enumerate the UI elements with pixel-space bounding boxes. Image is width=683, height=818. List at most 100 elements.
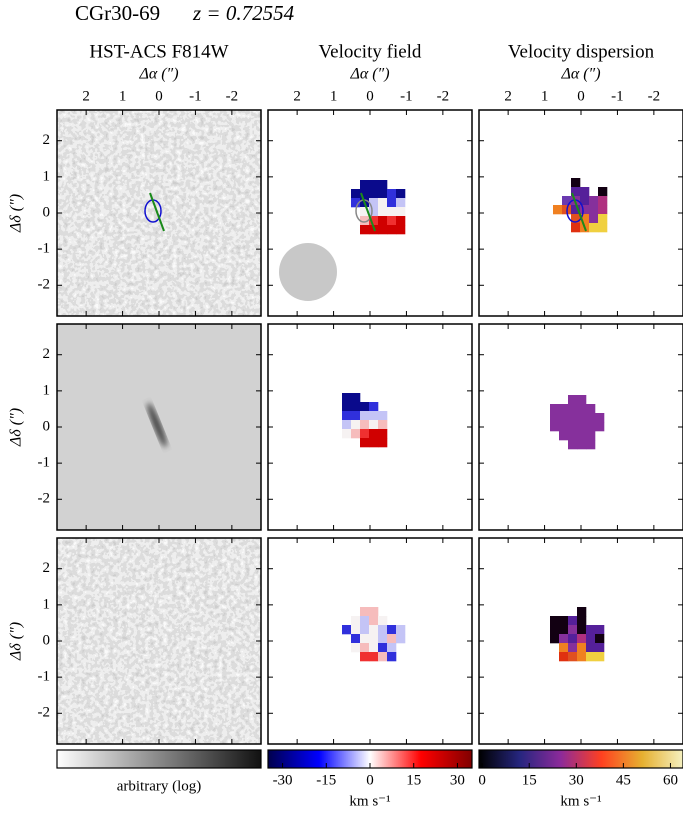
pixel [342,402,352,412]
y-tick-label: 2 [43,346,51,362]
panel [267,323,473,531]
pixel [342,393,352,403]
pixel [360,438,370,448]
pixel [360,411,370,421]
colorbar-label: km s⁻¹ [349,793,390,809]
pixel [595,643,605,653]
pa-line [571,192,587,232]
pixel [360,625,370,635]
pixel [396,225,406,235]
pixel [360,634,370,644]
pixel [550,413,560,423]
pixel [378,198,388,208]
pixel [360,216,370,226]
x-tick-label: -2 [437,88,450,104]
pixel [577,422,587,432]
pixel [598,214,608,224]
colorbar-tick-label: 60 [663,772,678,788]
pixel [369,216,379,226]
redshift: z = 0.72554 [192,1,295,25]
colorbar-tick-label: 0 [478,772,486,788]
pixel [571,187,581,197]
panel [56,537,262,745]
pixel [550,404,560,414]
pixel [369,607,379,617]
pixel [577,625,587,635]
pixel [586,413,596,423]
pixel [577,652,587,662]
pixel [378,411,388,421]
y-axis-label: Δδ (″) [8,622,25,661]
pixel [595,422,605,432]
pixel [580,214,590,224]
pixel [577,607,587,617]
y-tick-label: 1 [43,382,51,398]
pixel [559,413,569,423]
pixel [586,625,596,635]
x-tick-label: 1 [541,88,549,104]
y-tick-label: -1 [38,241,51,257]
y-tick-label: -2 [38,277,51,293]
pixel [577,413,587,423]
y-tick-label: 1 [43,168,51,184]
model-galaxy [147,402,167,448]
pixel [360,643,370,653]
pixel [589,196,599,206]
pixel [369,180,379,190]
colorbar [56,749,262,769]
pixel [571,205,581,215]
pixel [586,404,596,414]
x-axis-label: Δα (″) [349,66,389,83]
y-tick-label: 0 [43,632,51,648]
pixel [598,187,608,197]
pixel [369,411,379,421]
pixel [378,429,388,439]
pixel [378,207,388,217]
pixel [568,431,578,441]
pixel [568,634,578,644]
pixel [568,413,578,423]
pixel [598,223,608,233]
column-title: HST-ACS F814W [89,41,228,62]
pixel [396,216,406,226]
pixel [568,652,578,662]
pixel [378,216,388,226]
pixel [387,216,397,226]
pixel [351,616,361,626]
pixel [351,393,361,403]
pixel [568,616,578,626]
pixel [550,634,560,644]
pixel [550,625,560,635]
x-tick-label: -2 [226,88,239,104]
pixel [369,207,379,217]
pixel [568,422,578,432]
pixel [586,643,596,653]
pixel [577,440,587,450]
pixel [586,440,596,450]
pixel [378,643,388,653]
x-tick-label: 1 [119,88,127,104]
pixel [553,205,563,215]
pixel [568,440,578,450]
pixel [568,395,578,405]
colorbar [478,749,683,769]
x-axis-label: Δα (″) [138,66,178,83]
pixel [387,225,397,235]
pixel [360,189,370,199]
x-tick-label: 2 [504,88,512,104]
pixel [378,225,388,235]
y-tick-label: -2 [38,491,51,507]
panel [267,537,473,745]
pa-line [360,192,376,232]
pixel [378,616,388,626]
pixel [387,634,397,644]
pixel [577,404,587,414]
colorbar-tick-label: 30 [450,772,465,788]
pixel [378,438,388,448]
pixel [360,420,370,430]
pixel [550,422,560,432]
pixel [387,207,397,217]
pixel [589,214,599,224]
panel [56,109,262,317]
pixel [369,643,379,653]
